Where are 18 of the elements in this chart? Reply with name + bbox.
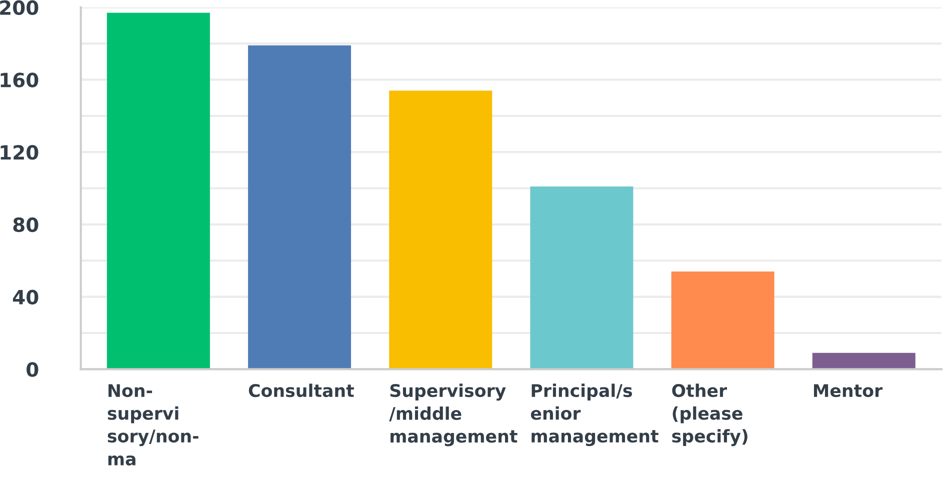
- bar: [812, 352, 916, 370]
- bar: [106, 12, 210, 370]
- x-tick-label: Other (please specify): [672, 384, 748, 446]
- bar: [389, 90, 492, 370]
- y-tick-label: 40: [12, 290, 38, 304]
- x-tick-label: Principal/s enior management: [530, 384, 658, 446]
- y-tick-label: 0: [26, 362, 38, 377]
- x-tick-label: Non- supervi sory/non- ma: [108, 384, 198, 466]
- x-tick-label: Supervisory /middle management: [389, 384, 518, 446]
- x-tick-label: Consultant: [248, 384, 354, 398]
- y-tick-label: 160: [0, 72, 38, 88]
- y-tick-label: 200: [0, 0, 38, 15]
- bar: [671, 271, 774, 370]
- bar: [248, 45, 352, 370]
- y-tick-label: 80: [13, 217, 38, 232]
- bar: [530, 186, 634, 370]
- y-tick-label: 120: [0, 145, 38, 160]
- x-tick-label: Mentor: [814, 384, 883, 398]
